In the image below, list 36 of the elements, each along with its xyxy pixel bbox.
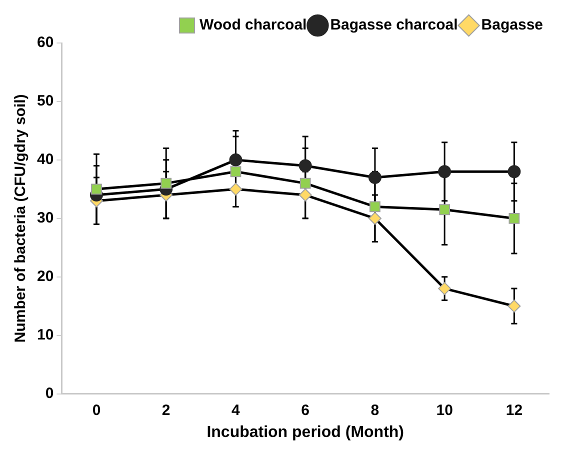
point <box>298 159 312 172</box>
y-axis-title: Number of bacteria (CFU/gdry soil) <box>12 94 30 343</box>
legend-label: Wood charcoal <box>199 16 307 34</box>
point <box>508 212 520 224</box>
point <box>368 170 382 184</box>
point <box>160 178 172 189</box>
point <box>300 178 311 189</box>
point <box>508 165 521 178</box>
point <box>438 282 452 296</box>
point <box>229 153 242 166</box>
legend-label: Bagasse charcoal <box>330 16 458 34</box>
point <box>370 201 380 212</box>
point <box>298 188 312 202</box>
y-tick-label: 30 <box>36 210 54 227</box>
point <box>91 184 102 195</box>
y-tick-label: 60 <box>36 34 54 52</box>
point <box>508 300 521 313</box>
point <box>230 166 242 178</box>
x-tick-label: 4 <box>232 402 241 419</box>
y-tick-label: 50 <box>36 92 54 110</box>
x-tick-label: 8 <box>370 402 380 419</box>
point <box>229 182 242 196</box>
y-tick-label: 40 <box>36 151 54 168</box>
legend-label: Bagasse <box>481 16 544 34</box>
x-axis-title: Incubation period (Month) <box>206 424 404 441</box>
point <box>368 212 382 225</box>
point <box>439 204 450 216</box>
x-tick-label: 12 <box>506 402 523 419</box>
x-tick-label: 6 <box>301 402 310 419</box>
y-tick-label: 0 <box>45 384 54 402</box>
x-tick-label: 0 <box>92 402 101 419</box>
x-tick-label: 10 <box>436 402 453 419</box>
point <box>438 165 452 178</box>
x-tick-label: 2 <box>162 402 170 419</box>
y-tick-label: 10 <box>36 326 54 344</box>
y-tick-label: 20 <box>36 268 54 286</box>
